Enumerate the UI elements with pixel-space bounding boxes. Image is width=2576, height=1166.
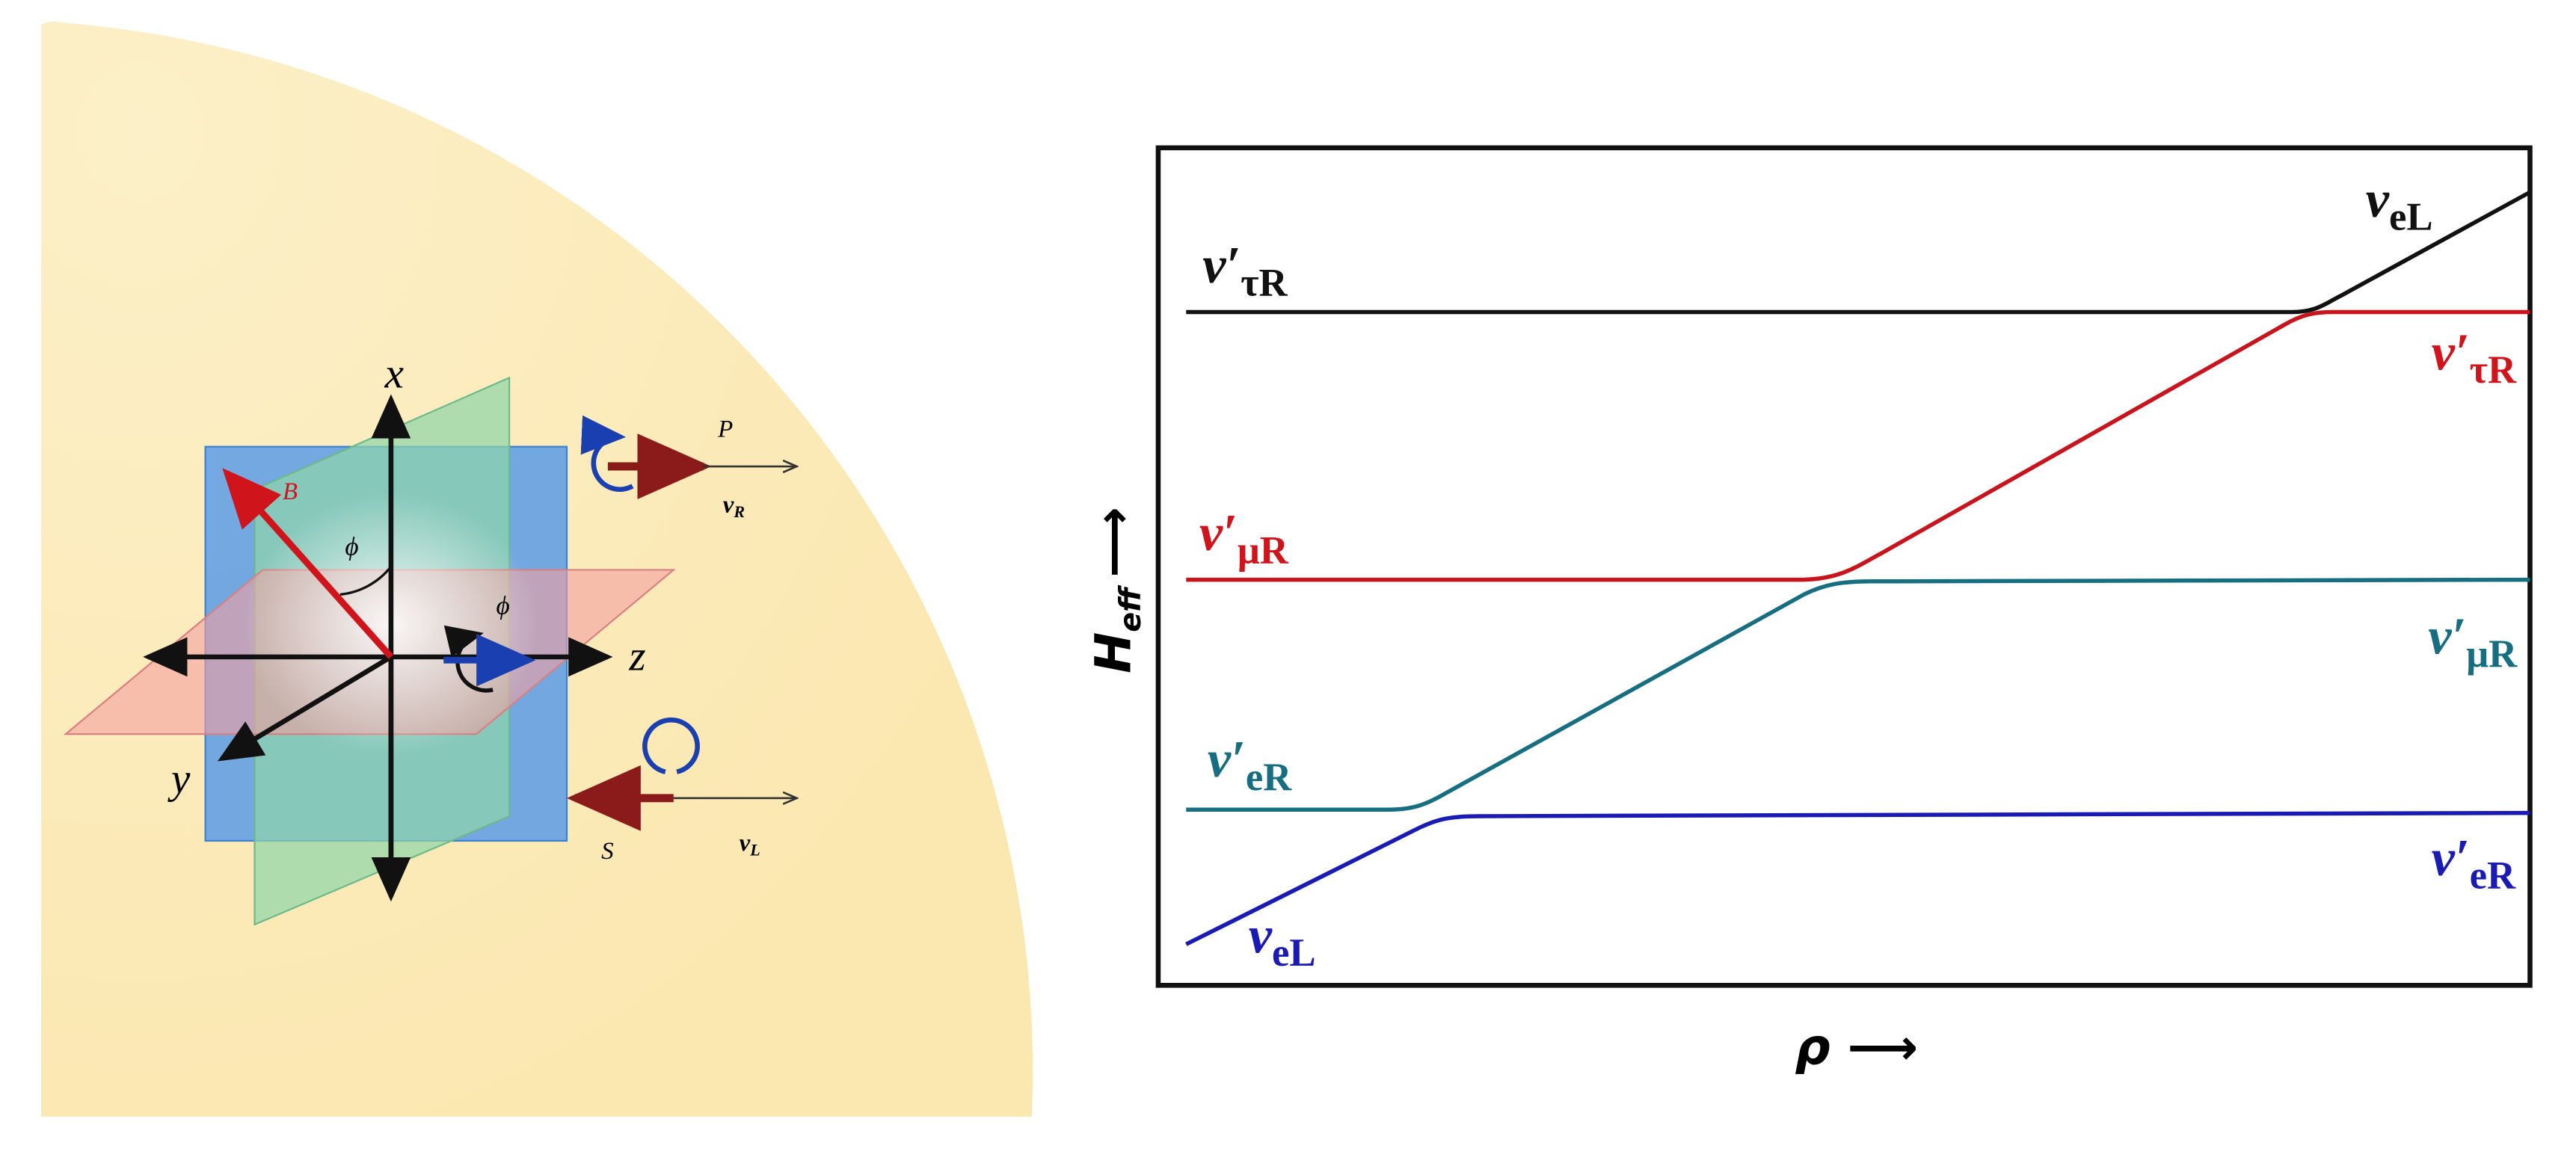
curve-label: ν′τR xyxy=(2432,323,2517,392)
label-main: ν xyxy=(723,492,734,519)
plot-frame xyxy=(1155,145,2533,988)
angle-arc xyxy=(339,566,393,596)
label-main: H xyxy=(1085,632,1143,673)
y-axis-label: Heff ⟶ xyxy=(1085,507,1148,673)
curve-label: νeL xyxy=(2366,170,2433,239)
axis-label-x: x xyxy=(384,351,404,398)
nu-l-spin xyxy=(642,717,700,774)
label-main: ν′ xyxy=(1202,236,1241,294)
label-sub: μR xyxy=(1238,529,1289,573)
label-sub: L xyxy=(749,841,760,860)
curve-label: ν′τR xyxy=(1202,236,1288,305)
curve-label: ν′μR xyxy=(2428,607,2518,676)
label-arrow: ⟶ xyxy=(1085,507,1143,577)
curve-black xyxy=(1186,190,2531,315)
label-sub: μR xyxy=(2466,632,2518,676)
axis-label-z: z xyxy=(628,632,645,679)
curve-label: ν′μR xyxy=(1199,504,1289,573)
label-sub: R xyxy=(733,502,745,521)
vector-label-s: S xyxy=(601,838,613,865)
vector-label-b: B xyxy=(283,478,298,505)
label-sub: eR xyxy=(2470,854,2516,898)
label-main: ν xyxy=(2366,170,2390,229)
particle-label: νR xyxy=(723,492,745,522)
label-sub: eff xyxy=(1113,584,1148,632)
label-sub: τR xyxy=(1241,262,1288,305)
label-main: ν xyxy=(1249,906,1273,964)
label-sub: eL xyxy=(1272,931,1316,975)
vector-label-p: P xyxy=(717,416,733,442)
label-sub: eR xyxy=(1246,756,1292,799)
curve-label: ν′eR xyxy=(1208,730,1292,799)
rotation-arrow xyxy=(443,625,494,693)
x-axis-label: ρ ⟶ xyxy=(1795,1019,1918,1076)
label-main: ν′ xyxy=(2428,607,2466,665)
angle-label: ϕ xyxy=(345,532,358,561)
curve-label: νeL xyxy=(1249,906,1316,975)
particle-label: νL xyxy=(740,830,760,860)
label-main: ν′ xyxy=(2432,829,2470,887)
angle-label: ϕ xyxy=(497,591,510,620)
label-main: ν′ xyxy=(1199,504,1238,562)
axis-label-y: y xyxy=(167,756,191,803)
y-axis xyxy=(217,655,393,762)
curve-blue xyxy=(1185,810,2530,946)
left-panel: x y z B P S ϕ ϕ νR νL xyxy=(40,22,1033,1117)
label-sub: τR xyxy=(2470,348,2517,392)
curve-teal xyxy=(1186,577,2530,812)
label-main: ν′ xyxy=(1208,730,1246,789)
b-vector xyxy=(222,468,394,659)
label-main: ν xyxy=(740,830,751,857)
curve-red xyxy=(1186,309,2530,582)
curve-label: ν′eR xyxy=(2432,829,2516,898)
label-main: ν′ xyxy=(2432,323,2470,381)
label-sub: eL xyxy=(2389,196,2433,239)
nu-r-spin xyxy=(580,415,634,492)
